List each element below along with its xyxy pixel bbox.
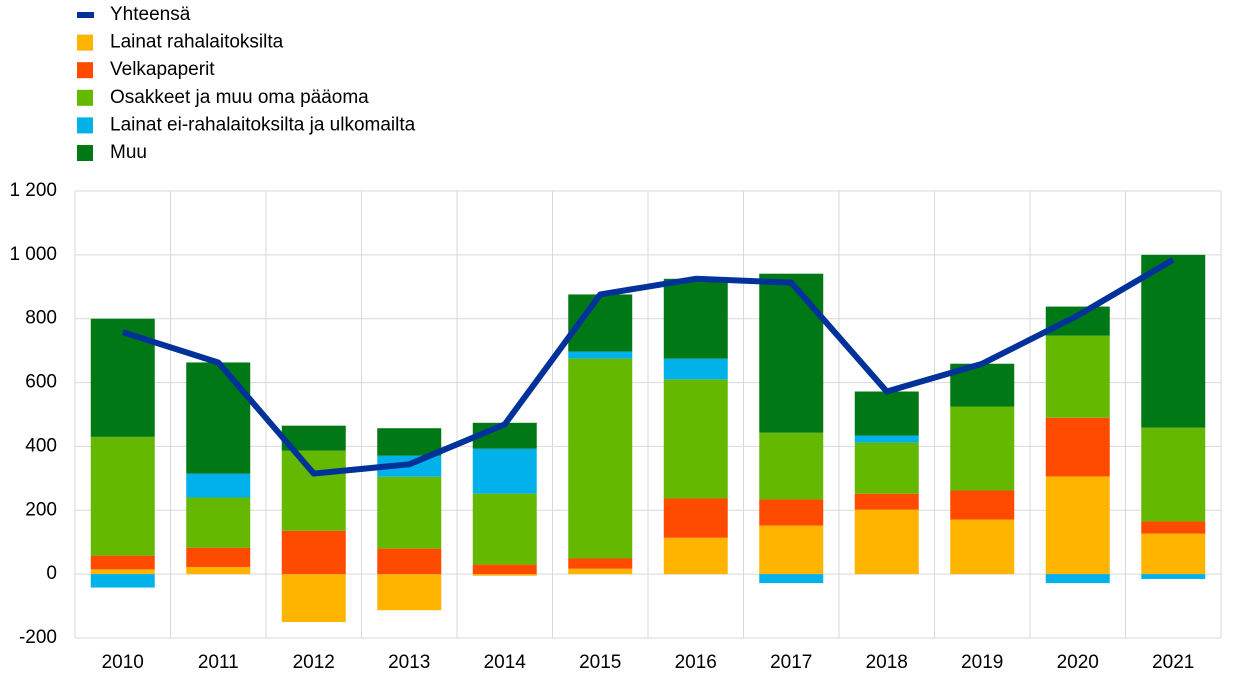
y-tick-label: 200 <box>25 499 57 520</box>
bar-segment <box>854 493 919 510</box>
x-tick-label: 2021 <box>1152 652 1194 673</box>
bar-segment <box>186 473 251 498</box>
bar-segment <box>1141 254 1206 428</box>
bar-segment <box>472 448 537 494</box>
bar-segment <box>90 569 155 575</box>
plot-frame <box>74 190 1222 639</box>
y-tick-label: 1 200 <box>9 180 57 201</box>
bar-segment <box>1141 574 1206 579</box>
x-tick-label: 2013 <box>388 652 430 673</box>
legend-label: Lainat rahalaitoksilta <box>110 32 284 53</box>
bar-segment <box>90 436 155 556</box>
legend-label: Yhteensä <box>110 4 191 25</box>
bar-segment <box>759 499 824 526</box>
bar-segment <box>854 442 919 494</box>
bar-segment <box>186 362 251 474</box>
x-tick-label: 2016 <box>675 652 717 673</box>
y-tick-label: -200 <box>19 627 57 648</box>
bar-segment <box>281 450 346 531</box>
bar-segment <box>854 509 919 575</box>
y-tick-label: 0 <box>46 563 57 584</box>
y-tick-label: 1 000 <box>9 244 57 265</box>
bar-segment <box>568 351 633 359</box>
bar-segment <box>663 278 728 359</box>
bar-segment <box>1141 533 1206 575</box>
bar-segment <box>663 498 728 538</box>
bar-segment <box>950 490 1015 520</box>
bar-segment <box>1045 335 1110 418</box>
x-tick-label: 2018 <box>866 652 908 673</box>
x-tick-label: 2011 <box>198 652 239 673</box>
bar-segment <box>854 435 919 443</box>
bar-segment <box>186 567 251 575</box>
bar-segment <box>759 432 824 500</box>
bar-segment <box>472 564 537 575</box>
bar-segment <box>568 558 633 569</box>
y-tick-label: 400 <box>25 435 57 456</box>
bar-segment <box>1045 306 1110 336</box>
bar-segment <box>759 574 824 584</box>
legend-marker <box>77 62 93 79</box>
bar-segment <box>1045 574 1110 584</box>
x-tick-label: 2020 <box>1057 652 1099 673</box>
bar-segment <box>281 530 346 575</box>
bar-segment <box>759 525 824 575</box>
bar-segment <box>663 537 728 575</box>
bar-segment <box>663 358 728 380</box>
bar-segment <box>1141 427 1206 522</box>
x-tick-label: 2015 <box>579 652 621 673</box>
legend-label: Velkapaperit <box>110 59 215 80</box>
x-tick-label: 2012 <box>293 652 335 673</box>
total-line <box>121 257 1175 477</box>
legend-marker <box>77 89 93 106</box>
bar-segment <box>950 519 1015 575</box>
x-tick-label: 2019 <box>961 652 1003 673</box>
bar-segment <box>1141 521 1206 534</box>
legend-label: Lainat ei-rahalaitoksilta ja ulkomailta <box>110 114 416 135</box>
bar-segment <box>568 568 633 575</box>
bar-segment <box>1045 417 1110 477</box>
legend-label: Osakkeet ja muu oma pääoma <box>110 87 369 108</box>
legend-marker <box>77 117 93 134</box>
x-tick-label: 2017 <box>770 652 812 673</box>
bar-segment <box>377 548 442 575</box>
legend-marker <box>77 145 93 161</box>
bar-segment <box>90 574 155 588</box>
y-tick-label: 600 <box>25 372 57 393</box>
x-tick-label: 2014 <box>484 652 527 673</box>
bar-segment <box>186 547 251 568</box>
bar-segment <box>186 497 251 548</box>
bar-segment <box>759 273 824 433</box>
bar-segment <box>663 379 728 499</box>
bar-segment <box>90 555 155 570</box>
bar-segment <box>950 406 1015 491</box>
bar-segment <box>377 476 442 549</box>
bar-segment <box>377 574 442 611</box>
bar-segment <box>472 574 537 576</box>
x-tick-label: 2010 <box>102 652 144 673</box>
bar-segment <box>377 428 442 456</box>
bar-segment <box>854 391 919 436</box>
legend-marker <box>77 34 93 51</box>
y-tick-label: 800 <box>25 308 57 329</box>
bar-segment <box>568 358 633 559</box>
bar-segment <box>281 574 346 623</box>
bar-segment <box>472 493 537 565</box>
legend-label: Muu <box>110 142 147 163</box>
bar-segment <box>1045 476 1110 575</box>
